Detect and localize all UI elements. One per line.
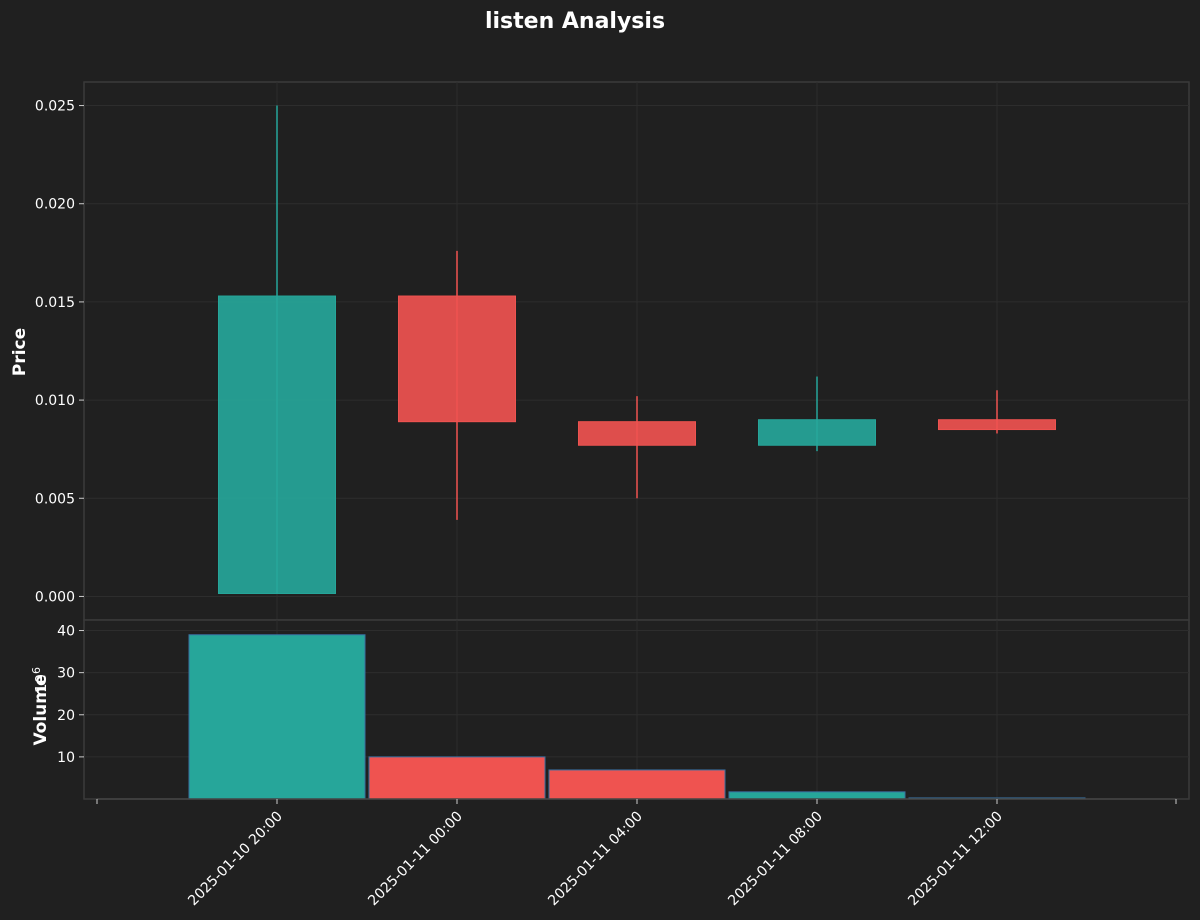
x-tick-label: 2025-01-11 12:00 xyxy=(905,809,1006,910)
price-y-tick-label: 0.025 xyxy=(35,99,75,115)
volume-scale-label: 106 xyxy=(30,667,50,693)
candle-body xyxy=(398,295,516,423)
x-tick-label: 2025-01-11 08:00 xyxy=(725,809,826,910)
volume-bar xyxy=(188,634,366,800)
volume-bar xyxy=(368,756,546,800)
x-tick-label: 2025-01-10 20:00 xyxy=(185,809,286,910)
volume-y-tick-label: 30 xyxy=(57,666,75,682)
candle-body xyxy=(938,419,1056,431)
volume-bar xyxy=(728,791,906,800)
price-y-tick-label: 0.005 xyxy=(35,491,75,507)
price-axis-title: Price xyxy=(10,328,30,376)
volume-y-tick-label: 10 xyxy=(57,750,75,766)
candles xyxy=(218,105,1056,594)
candle-body xyxy=(758,419,876,446)
candle-body xyxy=(218,295,336,594)
x-axis: 2025-01-10 20:00 2025-01-11 00:00 2025-01-… xyxy=(96,798,1177,910)
volume-y-tick-label: 20 xyxy=(57,708,75,724)
x-tick-label: 2025-01-11 04:00 xyxy=(545,809,646,910)
volume-axis-title: Volume xyxy=(31,674,51,745)
price-y-tick-label: 0.020 xyxy=(35,197,75,213)
volume-y-tick-label: 40 xyxy=(57,624,75,640)
price-y-tick-label: 0.015 xyxy=(35,295,75,311)
price-y-tick-label: 0.010 xyxy=(35,393,75,409)
x-tick-label: 2025-01-11 00:00 xyxy=(365,809,466,910)
candle-body xyxy=(578,421,696,446)
volume-bar xyxy=(548,769,726,800)
price-y-axis: 0.000 0.005 0.010 0.015 0.020 0.025 xyxy=(35,99,84,605)
volume-y-axis: 10 20 30 40 xyxy=(57,624,84,766)
chart-title: listen Analysis xyxy=(485,9,665,34)
volume-bars xyxy=(188,634,1086,800)
price-y-tick-label: 0.000 xyxy=(35,589,75,605)
